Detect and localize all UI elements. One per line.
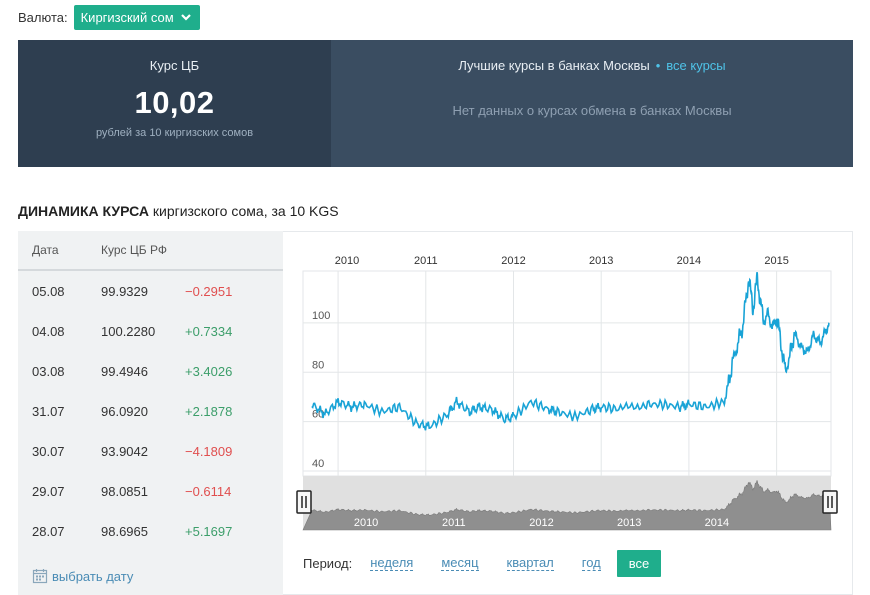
- row-change: −0.6114: [185, 483, 232, 499]
- row-change: +0.7334: [185, 323, 233, 339]
- row-rate: 98.6965: [101, 523, 148, 539]
- banks-title: Лучшие курсы в банках Москвы: [458, 58, 650, 73]
- period-label: Период:: [303, 555, 353, 571]
- table-row: 03.08 99.4946 +3.4026: [18, 351, 283, 391]
- separator-dot: •: [655, 58, 661, 73]
- row-rate: 93.9042: [101, 443, 148, 459]
- row-date: 05.08: [32, 283, 65, 299]
- section-title-rest: киргизского сома, за 10 KGS: [149, 203, 339, 219]
- period-selector: Период: неделя месяц квартал год все: [303, 549, 662, 577]
- table-row: 05.08 99.9329 −0.2951: [18, 271, 283, 311]
- header-rate: Курс ЦБ РФ: [101, 243, 167, 257]
- period-week[interactable]: неделя: [370, 554, 414, 571]
- y-tick-label: 40: [312, 458, 324, 470]
- x-tick-label: 2015: [764, 255, 788, 267]
- navigator-handle-left[interactable]: [296, 490, 312, 514]
- row-date: 30.07: [32, 443, 65, 459]
- table-row: 30.07 93.9042 −4.1809: [18, 431, 283, 471]
- row-date: 28.07: [32, 523, 65, 539]
- pick-date-link[interactable]: выбрать дату: [32, 568, 133, 584]
- navigator-handle-right[interactable]: [822, 490, 838, 514]
- chevron-down-icon: [180, 14, 191, 21]
- navigator-label: 2012: [529, 517, 553, 529]
- navigator-label: 2014: [705, 517, 729, 529]
- x-tick-label: 2014: [677, 255, 701, 267]
- navigator-label: 2013: [617, 517, 641, 529]
- x-tick-label: 2010: [335, 255, 359, 267]
- table-row: 28.07 98.6965 +5.1697: [18, 511, 283, 551]
- currency-select[interactable]: Киргизский сом: [73, 4, 200, 30]
- cb-rate-title: Курс ЦБ: [149, 58, 200, 73]
- chart-panel: 40 60 80 100 2010 2011 2012 2013 2014 2015 2010 201…: [283, 231, 853, 595]
- cb-rate-subtitle: рублей за 10 киргизских сомов: [95, 127, 254, 139]
- row-change: −0.2951: [185, 283, 233, 299]
- table-row: 04.08 100.2280 +0.7334: [18, 311, 283, 351]
- table-row: 31.07 96.0920 +2.1878: [18, 391, 283, 431]
- row-date: 03.08: [32, 363, 65, 379]
- cb-rate-box: Курс ЦБ 10,02 рублей за 10 киргизских со…: [18, 40, 331, 167]
- period-year[interactable]: год: [581, 554, 601, 571]
- plot-area: [302, 270, 832, 477]
- x-tick-label: 2012: [501, 255, 525, 267]
- navigator-area: [302, 479, 832, 531]
- currency-label: Валюта:: [18, 9, 68, 25]
- calendar-icon: [32, 569, 48, 584]
- x-tick-label: 2011: [414, 255, 438, 267]
- header-date: Дата: [32, 243, 59, 257]
- banks-box: Лучшие курсы в банках Москвы • все курсы Н…: [331, 40, 853, 167]
- currency-row: Валюта: Киргизский сом: [18, 4, 200, 30]
- period-month[interactable]: месяц: [441, 554, 479, 571]
- row-change: −4.1809: [185, 443, 233, 459]
- row-change: +5.1697: [185, 523, 233, 539]
- rates-panel: Курс ЦБ 10,02 рублей за 10 киргизских со…: [18, 40, 853, 167]
- row-rate: 98.0851: [101, 483, 148, 499]
- navigator-label: 2010: [354, 517, 378, 529]
- section-title: ДИНАМИКА КУРСА киргизского сома, за 10 K…: [18, 203, 339, 219]
- banks-title-row: Лучшие курсы в банках Москвы • все курсы: [331, 58, 853, 73]
- navigator-label: 2011: [442, 517, 466, 529]
- currency-select-value: Киргизский сом: [80, 9, 174, 25]
- row-rate: 99.4946: [101, 363, 148, 379]
- row-rate: 99.9329: [101, 283, 148, 299]
- y-tick-label: 100: [312, 310, 330, 322]
- row-change: +3.4026: [185, 363, 233, 379]
- table-body: 05.08 99.9329 −0.2951 04.08 100.2280 +0.7334 0…: [18, 271, 283, 551]
- x-tick-label: 2013: [589, 255, 613, 267]
- pick-date-label: выбрать дату: [52, 568, 134, 584]
- series-line: [311, 272, 830, 431]
- table-header: Дата Курс ЦБ РФ: [18, 231, 283, 271]
- rates-table: Дата Курс ЦБ РФ 05.08 99.9329 −0.2951 04.08…: [18, 231, 283, 595]
- period-all[interactable]: все: [616, 549, 662, 577]
- period-quarter[interactable]: квартал: [506, 554, 554, 571]
- row-change: +2.1878: [185, 403, 233, 419]
- cb-rate-value: 10,02: [134, 85, 215, 120]
- row-rate: 100.2280: [101, 323, 156, 339]
- row-rate: 96.0920: [101, 403, 148, 419]
- section-title-bold: ДИНАМИКА КУРСА: [18, 203, 149, 219]
- table-row: 29.07 98.0851 −0.6114: [18, 471, 283, 511]
- row-date: 29.07: [32, 483, 65, 499]
- row-date: 04.08: [32, 323, 65, 339]
- y-tick-label: 80: [312, 359, 324, 371]
- all-rates-link[interactable]: все курсы: [666, 58, 726, 73]
- banks-empty-text: Нет данных о курсах обмена в банках Моск…: [452, 103, 732, 118]
- row-date: 31.07: [32, 403, 65, 419]
